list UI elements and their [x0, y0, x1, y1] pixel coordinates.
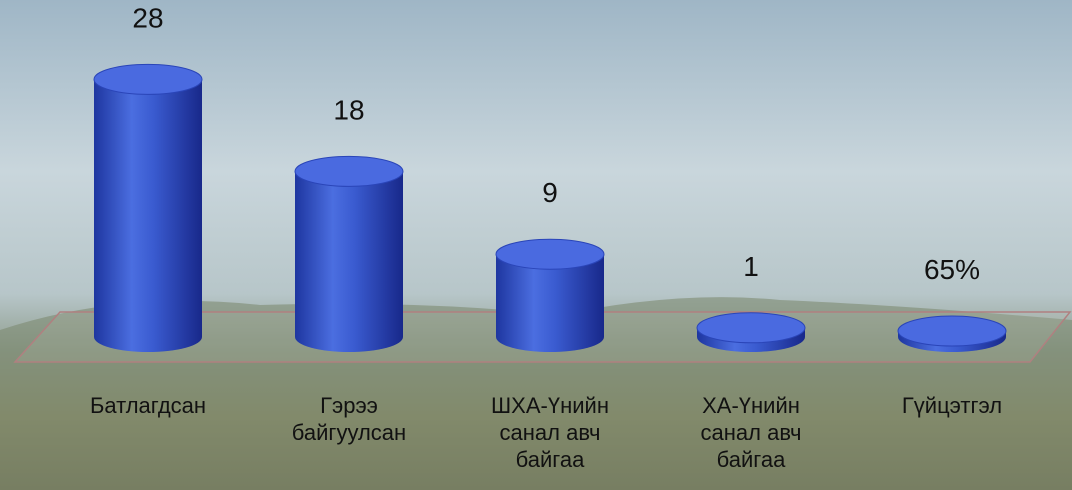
bar-body [295, 171, 403, 352]
category-label: Гүйцэтгэл [872, 392, 1032, 419]
value-label: 18 [333, 94, 364, 125]
bar-top [496, 239, 604, 269]
value-label: 28 [132, 2, 163, 33]
category-label: Батлагдсан [68, 392, 228, 419]
bar-top [94, 64, 202, 94]
bar-top [295, 156, 403, 186]
category-label: Гэрээ байгуулсан [269, 392, 429, 446]
bar [697, 313, 805, 352]
bar [898, 316, 1006, 352]
value-label: 65% [924, 254, 980, 285]
value-label: 9 [542, 177, 558, 208]
bar [295, 156, 403, 352]
category-label: ХА-Үнийн санал авч байгаа [671, 392, 831, 473]
bar-body [94, 79, 202, 352]
bar [496, 239, 604, 352]
bar-top [697, 313, 805, 343]
slide: 28 18 9 1 65% Батлагдсан Гэрээ байгуулсан ШХА-… [0, 0, 1072, 490]
bar-top [898, 316, 1006, 346]
bar [94, 64, 202, 352]
value-label: 1 [743, 251, 759, 282]
category-label: ШХА-Үнийн санал авч байгаа [470, 392, 630, 473]
